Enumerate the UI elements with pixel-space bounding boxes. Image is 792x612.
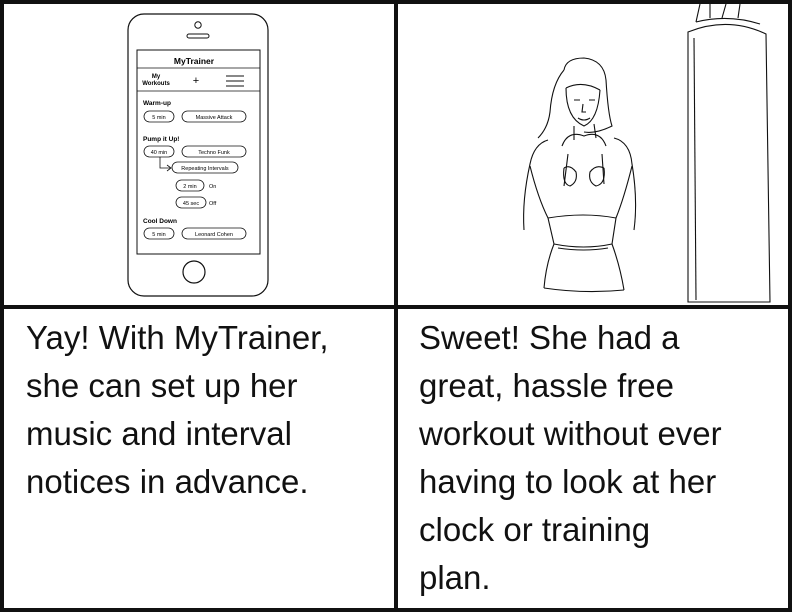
caption-right-line-2: great, hassle free xyxy=(419,367,674,404)
home-button-icon xyxy=(182,260,206,284)
pump-time[interactable]: 40 min xyxy=(151,150,168,156)
caption-right-line-5: clock or training xyxy=(419,511,651,548)
section-title-cooldown: Cool Down xyxy=(143,218,177,225)
pump-music[interactable]: Techno Funk xyxy=(198,150,230,156)
cooldown-time[interactable]: 5 min xyxy=(152,232,165,238)
woman-figure xyxy=(523,57,637,293)
section-title-warmup: Warm-up xyxy=(143,100,171,107)
add-button[interactable]: + xyxy=(193,75,199,87)
interval-off-time[interactable]: 45 sec xyxy=(183,201,199,207)
interval-off-label: Off xyxy=(209,201,217,207)
app-title: MyTrainer xyxy=(174,56,215,66)
woman-illustration xyxy=(523,3,771,303)
caption-left-line-1: Yay! With MyTrainer, xyxy=(26,319,329,356)
warmup-music[interactable]: Massive Attack xyxy=(196,115,233,121)
caption-left: Yay! With MyTrainer, she can set up her … xyxy=(26,314,388,506)
phone-illustration: MyTrainer My Workouts + Warm-up 5 min Ma… xyxy=(127,13,269,297)
caption-left-line-3: music and interval xyxy=(26,415,292,452)
speaker-icon xyxy=(186,33,210,39)
phone-screen xyxy=(136,49,261,255)
nav-my-workouts-bottom: Workouts xyxy=(142,81,170,87)
panel-phone: MyTrainer My Workouts + Warm-up 5 min Ma… xyxy=(4,4,394,305)
arrow-icon xyxy=(159,157,172,172)
nav-my-workouts-top: My xyxy=(152,74,161,80)
caption-left-line-2: she can set up her xyxy=(26,367,298,404)
caption-right-line-4: having to look at her xyxy=(419,463,717,500)
warmup-time[interactable]: 5 min xyxy=(152,115,165,121)
interval-on-time[interactable]: 2 min xyxy=(183,184,196,190)
caption-right-line-6: plan. xyxy=(419,559,491,596)
caption-right-line-1: Sweet! She had a xyxy=(419,319,680,356)
punching-bag-icon xyxy=(687,3,771,303)
interval-on-label: On xyxy=(209,184,216,190)
caption-left-line-4: notices in advance. xyxy=(26,463,309,500)
camera-icon xyxy=(194,21,202,29)
cooldown-music[interactable]: Leonard Cohen xyxy=(195,232,233,238)
caption-right-line-3: workout without ever xyxy=(419,415,722,452)
menu-icon[interactable] xyxy=(226,75,244,87)
caption-right: Sweet! She had a great, hassle free work… xyxy=(419,314,787,602)
intervals-button[interactable]: Repeating Intervals xyxy=(181,166,229,172)
section-title-pump: Pump it Up! xyxy=(143,136,179,143)
panel-woman xyxy=(398,3,788,305)
